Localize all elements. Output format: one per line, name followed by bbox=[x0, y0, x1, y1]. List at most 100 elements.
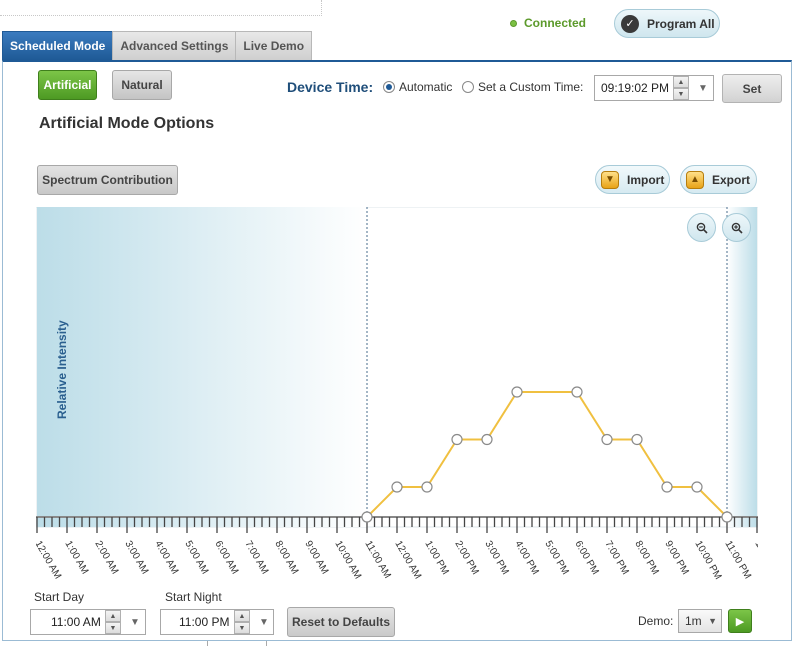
custom-time-radio[interactable]: Set a Custom Time: bbox=[462, 80, 583, 94]
x-tick-label: 1:00 PM bbox=[422, 539, 450, 577]
x-tick-label: 12:00 AM bbox=[36, 539, 63, 581]
night-shade-right bbox=[727, 207, 757, 527]
start-night-label: Start Night bbox=[165, 590, 222, 604]
device-time-dropdown-icon[interactable]: ▼ bbox=[698, 82, 708, 94]
reset-defaults-button[interactable]: Reset to Defaults bbox=[287, 607, 395, 637]
x-tick-label: 8:00 AM bbox=[272, 539, 300, 576]
program-all-label: Program All bbox=[647, 16, 715, 31]
zoom-out-button[interactable] bbox=[687, 213, 716, 242]
chevron-up-icon[interactable]: ▲ bbox=[673, 76, 689, 88]
intensity-point[interactable] bbox=[601, 433, 613, 446]
tab-live-demo[interactable]: Live Demo bbox=[235, 31, 313, 60]
automatic-radio[interactable]: Automatic bbox=[383, 80, 452, 94]
check-circle-icon: ✓ bbox=[621, 14, 639, 33]
export-label: Export bbox=[712, 172, 751, 187]
start-night-stepper[interactable]: ▲ ▼ bbox=[234, 610, 250, 634]
device-time-stepper[interactable]: ▲ ▼ bbox=[673, 76, 689, 100]
custom-time-label: Set a Custom Time: bbox=[478, 80, 584, 94]
intensity-point[interactable] bbox=[631, 433, 643, 446]
chevron-up-icon[interactable]: ▲ bbox=[105, 610, 121, 622]
start-night-value: 11:00 PM bbox=[179, 615, 230, 629]
import-button[interactable]: ▼ Import bbox=[595, 165, 670, 194]
device-time-input[interactable]: 09:19:02 PM bbox=[594, 75, 714, 101]
y-axis-label: Relative Intensity bbox=[55, 320, 69, 419]
start-night-input[interactable]: 11:00 PM bbox=[160, 609, 274, 635]
chevron-up-icon[interactable]: ▲ bbox=[234, 610, 250, 622]
status-dot-icon bbox=[510, 19, 517, 27]
intensity-chart[interactable]: Relative Intensity 12:00 AM 1:00 AM 2:00 A… bbox=[32, 206, 783, 590]
import-icon: ▼ bbox=[601, 170, 619, 189]
start-day-label: Start Day bbox=[34, 590, 85, 604]
x-tick-label: 9:00 AM bbox=[302, 539, 330, 576]
import-label: Import bbox=[627, 172, 665, 187]
x-tick-label: 10:00 PM bbox=[692, 539, 723, 582]
intensity-point[interactable] bbox=[481, 433, 493, 446]
automatic-label: Automatic bbox=[399, 80, 453, 94]
x-tick-label: 4:00 AM bbox=[152, 539, 180, 576]
x-tick-label: 6:00 AM bbox=[212, 539, 240, 576]
x-tick-label: 7:00 AM bbox=[242, 539, 270, 576]
series-group bbox=[361, 386, 733, 523]
section-title: Artificial Mode Options bbox=[39, 115, 215, 132]
intensity-point[interactable] bbox=[721, 511, 733, 523]
x-tick-label: 2:00 AM bbox=[92, 539, 120, 576]
radio-unselected-icon bbox=[462, 81, 474, 93]
demo-speed-select[interactable]: 1m ▼ bbox=[678, 609, 722, 633]
zoom-in-icon bbox=[731, 222, 743, 234]
connection-status: Connected bbox=[510, 16, 586, 30]
start-night-dropdown-icon[interactable]: ▼ bbox=[259, 616, 269, 628]
x-tick-label: 2:00 PM bbox=[452, 539, 480, 577]
bottom-strip bbox=[207, 641, 267, 646]
x-tick-label: 9:00 PM bbox=[662, 539, 690, 577]
top-strip bbox=[0, 0, 322, 16]
demo-label: Demo: bbox=[638, 614, 674, 628]
x-tick-label: 5:00 PM bbox=[542, 539, 570, 577]
x-tick-label: 5:00 AM bbox=[182, 539, 210, 576]
chart-svg[interactable]: Relative Intensity 12:00 AM 1:00 AM 2:00 A… bbox=[32, 206, 783, 590]
x-tick-label: 12:00 AM bbox=[392, 539, 423, 581]
x-tick-label: 10:00 AM bbox=[332, 539, 363, 581]
tab-scheduled-mode[interactable]: Scheduled Mode bbox=[2, 31, 114, 60]
set-time-button[interactable]: Set bbox=[722, 74, 782, 103]
x-tick-label: 3:00 PM bbox=[482, 539, 510, 577]
program-all-button[interactable]: ✓ Program All bbox=[614, 9, 720, 38]
start-day-stepper[interactable]: ▲ ▼ bbox=[105, 610, 121, 634]
intensity-point[interactable] bbox=[451, 433, 463, 446]
chevron-down-icon: ▼ bbox=[708, 616, 717, 626]
intensity-point[interactable] bbox=[421, 481, 433, 493]
radio-selected-icon bbox=[383, 81, 395, 93]
artificial-mode-button[interactable]: Artificial bbox=[38, 70, 97, 100]
start-day-value: 11:00 AM bbox=[51, 615, 101, 629]
chevron-down-icon[interactable]: ▼ bbox=[673, 88, 689, 100]
intensity-point[interactable] bbox=[661, 481, 673, 493]
tab-advanced-settings[interactable]: Advanced Settings bbox=[112, 31, 237, 60]
x-tick-label: 11:00 AM bbox=[362, 539, 392, 580]
chevron-down-icon[interactable]: ▼ bbox=[105, 622, 121, 634]
start-day-dropdown-icon[interactable]: ▼ bbox=[130, 616, 140, 628]
export-icon: ▲ bbox=[686, 170, 704, 189]
zoom-in-button[interactable] bbox=[722, 213, 751, 242]
natural-mode-button[interactable]: Natural bbox=[112, 70, 172, 100]
intensity-point[interactable] bbox=[511, 386, 523, 398]
chevron-down-icon[interactable]: ▼ bbox=[234, 622, 250, 634]
main-panel bbox=[2, 60, 792, 641]
zoom-out-icon bbox=[696, 222, 708, 234]
x-tick-label: 4:00 PM bbox=[512, 539, 540, 577]
x-tick-label: 11:00 PM bbox=[722, 539, 753, 581]
tab-bar: Scheduled Mode Advanced Settings Live De… bbox=[2, 31, 313, 60]
intensity-point[interactable] bbox=[571, 386, 583, 398]
intensity-point[interactable] bbox=[391, 481, 403, 493]
demo-speed-value: 1m bbox=[685, 614, 702, 628]
device-time-label: Device Time: bbox=[287, 79, 374, 95]
x-tick-label: 3:00 AM bbox=[122, 539, 150, 576]
x-tick-label: 6:00 PM bbox=[572, 539, 600, 577]
device-time-value: 09:19:02 PM bbox=[601, 81, 670, 95]
intensity-point[interactable] bbox=[691, 481, 703, 493]
x-tick-label: 7:00 PM bbox=[602, 539, 630, 577]
spectrum-contribution-button[interactable]: Spectrum Contribution bbox=[37, 165, 178, 195]
export-button[interactable]: ▲ Export bbox=[680, 165, 757, 194]
play-button[interactable]: ▶ bbox=[728, 609, 752, 633]
play-icon: ▶ bbox=[735, 615, 745, 628]
start-day-input[interactable]: 11:00 AM bbox=[30, 609, 146, 635]
intensity-point[interactable] bbox=[361, 511, 373, 523]
